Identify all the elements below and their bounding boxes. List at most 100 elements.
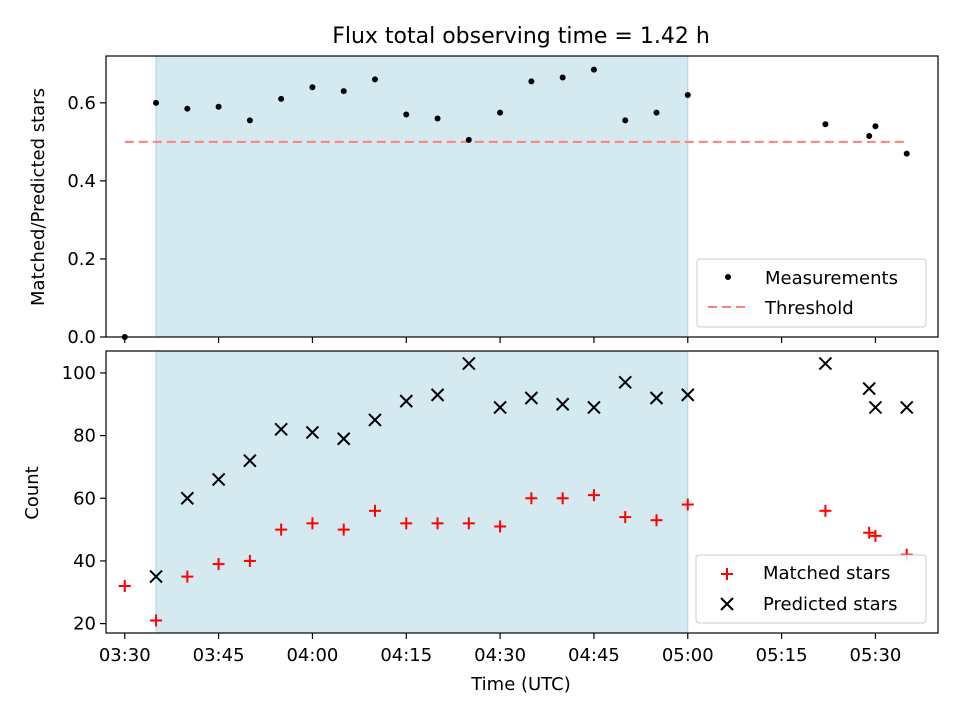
legend-predicted-marker (720, 597, 734, 611)
predicted-stars-point (649, 391, 664, 405)
ratio-ytick-label: 0.2 (67, 249, 96, 270)
predicted-stars-point (368, 413, 382, 427)
measurement-point (434, 115, 441, 122)
xtick-label: 05:15 (756, 645, 808, 666)
matched-stars-point (368, 504, 381, 517)
measurement-point (497, 109, 504, 116)
matched-stars-point (212, 558, 225, 571)
measurement-point (590, 66, 597, 73)
xtick-label: 04:00 (286, 645, 338, 666)
xtick-label: 03:30 (99, 645, 151, 666)
matched-stars-point (431, 517, 444, 530)
predicted-stars-point (493, 400, 507, 415)
x-axis-label: Time (UTC) (470, 674, 571, 695)
ratio-ytick-label: 0.6 (67, 93, 96, 114)
matched-stars-point (462, 517, 475, 530)
matched-stars-point (619, 511, 632, 524)
measurement-point (465, 136, 472, 143)
legend-matched-marker (721, 568, 733, 580)
matched-stars-point (869, 529, 882, 542)
xtick-label: 05:30 (850, 645, 902, 666)
ratio-highlight-span (155, 55, 689, 338)
matched-stars-point (587, 489, 600, 502)
legend-measurements-marker (725, 274, 731, 280)
count-panel: 20 40 60 80 100 03:30 03:45 04:00 04:15 04:30 04:… (22, 350, 939, 695)
predicted-stars-point (587, 400, 601, 415)
matched-stars-point (819, 504, 832, 517)
count-panel-frame (105, 350, 939, 634)
count-ytick-label: 20 (73, 614, 96, 635)
measurement-point (340, 88, 347, 95)
measurement-point (215, 103, 222, 110)
count-highlight-span (155, 350, 689, 634)
predicted-stars-point (399, 394, 413, 408)
matched-stars-point (556, 492, 569, 505)
ratio-y-axis-label: Matched/Predicted stars (28, 88, 49, 306)
predicted-stars-point (211, 472, 226, 487)
predicted-stars-point (555, 397, 570, 411)
matched-stars-point (243, 554, 256, 567)
measurement-point (153, 99, 160, 106)
count-ytick-label: 60 (73, 488, 96, 509)
measurement-point (622, 117, 629, 124)
matched-stars-point (150, 614, 163, 627)
legend-matched-label: Matched stars (763, 563, 890, 584)
measurement-point (684, 92, 691, 99)
matched-stars-point (337, 523, 350, 536)
ratio-legend-frame (696, 258, 927, 328)
measurement-point (559, 74, 566, 81)
xtick-label: 04:15 (380, 645, 432, 666)
measurement-point (872, 123, 879, 130)
predicted-stars-point (868, 400, 883, 415)
xtick-label: 03:45 (193, 645, 245, 666)
measurement-point (371, 76, 378, 83)
measurement-point (528, 78, 535, 85)
predicted-stars-point (681, 388, 695, 402)
predicted-stars-point (243, 453, 257, 468)
legend-threshold-label: Threshold (764, 298, 854, 319)
measurement-point (278, 95, 285, 102)
ratio-ytick-label: 0.4 (67, 171, 96, 192)
matched-stars-point (181, 570, 194, 583)
legend-measurements-label: Measurements (765, 268, 898, 289)
count-legend-frame (695, 554, 927, 624)
matched-stars-point (306, 517, 319, 530)
measurement-point (403, 111, 410, 118)
measurement-point (309, 84, 316, 91)
matched-stars-point (275, 523, 288, 536)
ratio-legend: Measurements Threshold (696, 258, 927, 328)
predicted-stars-point (818, 356, 833, 371)
measurement-point (903, 150, 910, 157)
measurement-point (184, 105, 191, 112)
chart-title: Flux total observing time = 1.42 h (332, 24, 710, 49)
xtick-label: 05:00 (662, 645, 714, 666)
xtick-label: 04:45 (568, 645, 620, 666)
matched-stars-point (525, 492, 538, 505)
predicted-stars-point (337, 432, 351, 446)
ratio-panel: 0.0 0.2 0.4 0.6 Matched/Predicted stars Mea… (28, 55, 939, 348)
ratio-panel-frame (105, 55, 939, 338)
count-ytick-label: 40 (73, 551, 96, 572)
matched-stars-point (400, 517, 413, 530)
predicted-stars-point (462, 356, 476, 371)
ratio-ytick-label: 0.0 (67, 327, 96, 348)
predicted-stars-point (180, 491, 195, 505)
count-ytick-label: 80 (73, 426, 96, 447)
legend-predicted-label: Predicted stars (763, 594, 897, 615)
predicted-stars-point (862, 381, 876, 396)
predicted-stars-point (900, 400, 914, 415)
measurement-point (653, 109, 660, 116)
predicted-stars-point (305, 425, 320, 440)
measurement-point (822, 121, 829, 128)
matched-stars-point (494, 520, 507, 533)
matched-stars-point (863, 526, 876, 539)
matched-stars-point (118, 580, 131, 592)
measurement-point (866, 133, 873, 140)
count-y-axis-label: Count (22, 466, 43, 519)
predicted-stars-point (430, 388, 445, 402)
matched-stars-point (681, 498, 694, 511)
predicted-stars-point (618, 375, 632, 390)
matched-stars-point (650, 514, 663, 527)
measurement-point (246, 117, 253, 124)
